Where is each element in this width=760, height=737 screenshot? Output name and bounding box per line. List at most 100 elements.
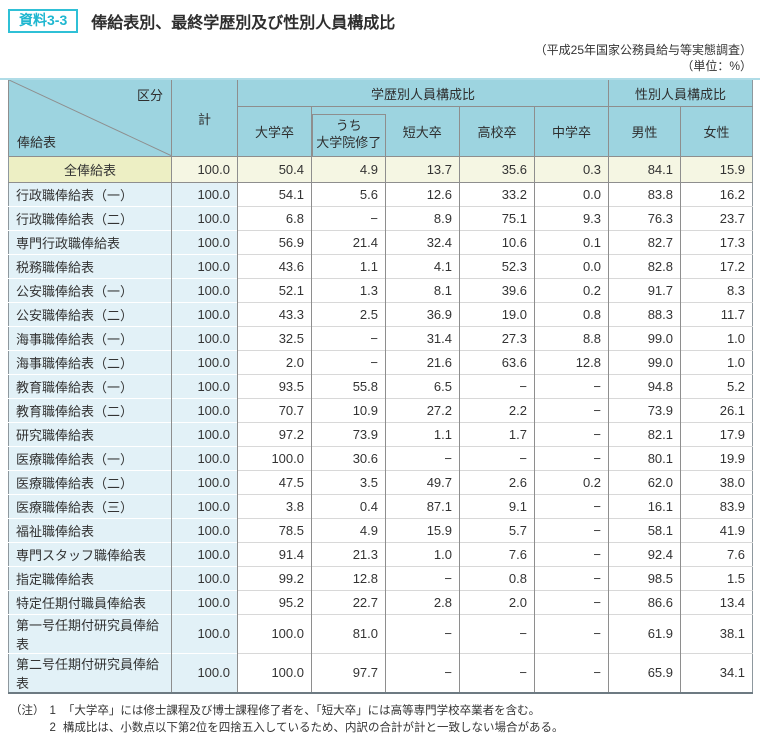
cell-value: 38.1 [680, 613, 753, 654]
cell-value: 73.9 [311, 421, 386, 447]
cell-value: 100.0 [171, 156, 238, 183]
note-item: 2 構成比は、小数点以下第2位を四捨五入しているため、内訳の合計が計と一致しない… [50, 720, 564, 737]
cell-value: 1.1 [311, 253, 386, 279]
note-text: 構成比は、小数点以下第2位を四捨五入しているため、内訳の合計が計と一致しない場合… [62, 722, 564, 735]
cell-value: 99.0 [608, 325, 681, 351]
cell-value: 11.7 [680, 301, 753, 327]
cell-value: 8.1 [385, 277, 460, 303]
cell-value: 0.2 [533, 469, 609, 495]
cell-value: 21.6 [385, 349, 460, 375]
row-label: 第二号任期付研究員俸給表 [8, 652, 172, 693]
row-label: 公安職俸給表（二） [8, 301, 172, 327]
cell-value: − [311, 325, 386, 351]
cell-value: 84.1 [608, 156, 681, 183]
cell-value: − [459, 613, 535, 654]
row-label: 福祉職俸給表 [8, 517, 172, 543]
cell-value: 83.9 [680, 493, 753, 519]
cell-value: 17.9 [680, 421, 753, 447]
row-label: 専門行政職俸給表 [8, 229, 172, 255]
cell-value: 17.3 [680, 229, 753, 255]
cell-value: 10.6 [459, 229, 535, 255]
cell-value: 5.6 [311, 181, 386, 207]
cell-value: 100.0 [171, 421, 238, 447]
cell-value: 33.2 [459, 181, 535, 207]
cell-value: 70.7 [237, 397, 312, 423]
cell-value: 97.2 [237, 421, 312, 447]
cell-value: 95.2 [237, 589, 312, 615]
cell-value: 81.0 [311, 613, 386, 654]
cell-value: 92.4 [608, 541, 681, 567]
cell-value: 0.3 [533, 156, 609, 183]
cell-value: 100.0 [171, 229, 238, 255]
cell-value: 32.5 [237, 325, 312, 351]
row-label: 教育職俸給表（二） [8, 397, 172, 423]
cell-value: 100.0 [171, 181, 238, 207]
cell-value: 38.0 [680, 469, 753, 495]
cell-value: 1.7 [459, 421, 535, 447]
cell-value: − [311, 349, 386, 375]
cell-value: 12.8 [533, 349, 609, 375]
cell-value: 63.6 [459, 349, 535, 375]
corner-label-hokyuhyo: 俸給表 [17, 134, 57, 150]
doc-number-badge: 資料3-3 [8, 9, 79, 33]
cell-value: 31.4 [385, 325, 460, 351]
col-header-total: 計 [171, 80, 238, 157]
cell-value: 2.5 [311, 301, 386, 327]
cell-value: 1.0 [680, 349, 753, 375]
note-label: （注） [10, 704, 45, 717]
cell-value: 86.6 [608, 589, 681, 615]
col-header-jrcollege: 短大卒 [385, 106, 460, 157]
table-row: 公安職俸給表（二） 100.0 43.3 2.5 36.9 19.0 0.8 88.3 11.7 [8, 301, 753, 327]
cell-value: 9.3 [533, 205, 609, 231]
cell-value: 8.8 [533, 325, 609, 351]
row-label: 教育職俸給表（一） [8, 373, 172, 399]
cell-value: 61.9 [608, 613, 681, 654]
col-header-male: 男性 [608, 106, 681, 157]
cell-value: − [533, 445, 609, 471]
cell-value: 4.1 [385, 253, 460, 279]
cell-value: 65.9 [608, 652, 681, 693]
cell-value: − [533, 541, 609, 567]
row-label: 公安職俸給表（一） [8, 277, 172, 303]
note-text: 「大学卒」には修士課程及び博士課程修了者を、「短大卒」には高等専門学校卒業者を含… [62, 704, 541, 717]
table-row: 税務職俸給表 100.0 43.6 1.1 4.1 52.3 0.0 82.8 17.2 [8, 253, 753, 279]
cell-value: 27.3 [459, 325, 535, 351]
unit-note: （単位：%） [681, 59, 752, 74]
cell-value: 99.0 [608, 349, 681, 375]
cell-value: 100.0 [171, 397, 238, 423]
cell-value: 100.0 [171, 565, 238, 591]
cell-value: 100.0 [171, 493, 238, 519]
cell-value: 15.9 [385, 517, 460, 543]
cell-value: 47.5 [237, 469, 312, 495]
cell-value: 100.0 [171, 541, 238, 567]
col-header-gradschool: うち 大学院修了 [311, 106, 386, 157]
cell-value: 0.8 [533, 301, 609, 327]
cell-value: 58.1 [608, 517, 681, 543]
cell-value: 83.8 [608, 181, 681, 207]
cell-value: 100.0 [171, 445, 238, 471]
cell-value: 52.3 [459, 253, 535, 279]
cell-value: 73.9 [608, 397, 681, 423]
table-row: 海事職俸給表（一） 100.0 32.5−31.4 27.3 8.8 99.0 1.0 [8, 325, 753, 351]
cell-value: 93.5 [237, 373, 312, 399]
cell-value: 4.9 [311, 517, 386, 543]
cell-value: 10.9 [311, 397, 386, 423]
table-row: 教育職俸給表（一） 100.0 93.5 55.8 6.5− −94.8 5.2 [8, 373, 753, 399]
cell-value: 82.7 [608, 229, 681, 255]
cell-value: 1.3 [311, 277, 386, 303]
row-label: 海事職俸給表（二） [8, 349, 172, 375]
cell-value: 1.0 [680, 325, 753, 351]
cell-value: 91.4 [237, 541, 312, 567]
row-label: 行政職俸給表（二） [8, 205, 172, 231]
cell-value: 9.1 [459, 493, 535, 519]
cell-value: 16.1 [608, 493, 681, 519]
cell-value: 82.8 [608, 253, 681, 279]
table-row: 指定職俸給表 100.0 99.2 12.8−0.8−98.5 1.5 [8, 565, 753, 591]
row-label: 税務職俸給表 [8, 253, 172, 279]
table-row: 特定任期付職員俸給表 100.0 95.2 22.7 2.8 2.0−86.6 13.4 [8, 589, 753, 615]
cell-value: 100.0 [171, 652, 238, 693]
row-label: 全俸給表 [8, 156, 172, 183]
row-label: 医療職俸給表（二） [8, 469, 172, 495]
cell-value: 100.0 [171, 253, 238, 279]
cell-value: − [385, 613, 460, 654]
